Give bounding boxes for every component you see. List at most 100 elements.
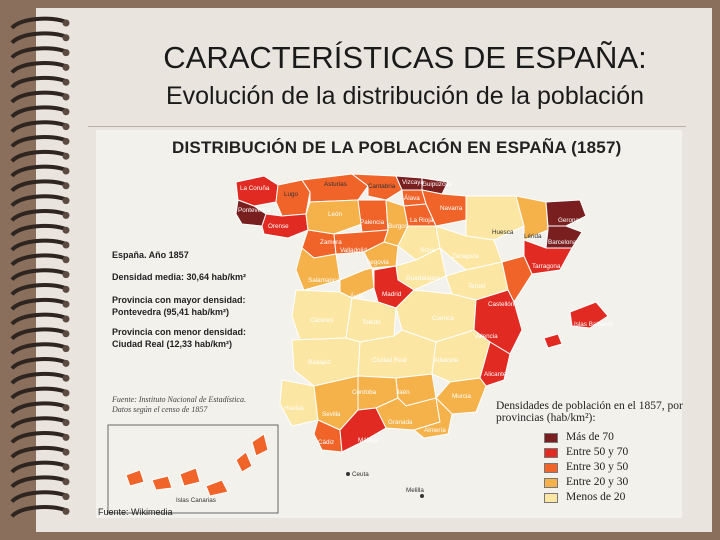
spiral-hole: [62, 359, 70, 367]
province-label-barcelona: Barcelona: [548, 239, 577, 246]
province-label-la-coruna: La Coruña: [240, 185, 270, 192]
spiral-hole: [62, 167, 70, 175]
legend-swatch: [544, 463, 558, 473]
province-huelva: [279, 379, 319, 427]
spiral-ring: [10, 268, 67, 282]
province-label-caceres: Cáceres: [310, 317, 333, 324]
province-label-canarias: Islas Canarias: [176, 497, 216, 504]
legend-label: Entre 20 y 30: [566, 476, 629, 488]
spiral-ring: [10, 445, 67, 459]
legend-swatch: [544, 433, 558, 443]
spiral-hole: [62, 63, 70, 71]
map-source-line2: Datos según el censo de 1857: [112, 405, 208, 414]
province-malaga: [339, 407, 387, 453]
spiral-ring: [10, 209, 67, 222]
province-label-vizcaya: Vizcaya: [402, 179, 424, 186]
spiral-hole: [62, 256, 70, 264]
spain-map: La Coruña Lugo Pontevedra Orense Asturias Can…: [107, 173, 614, 514]
province-label-guipuzcoa: Guipúzcoa: [422, 181, 453, 188]
info-max-value: Pontevedra (95,41 hab/km²): [112, 307, 230, 317]
spiral-ring: [10, 327, 67, 341]
province-label-lugo: Lugo: [284, 191, 299, 198]
province-orense: [261, 213, 309, 239]
legend-swatch: [544, 493, 558, 503]
province-label-burgos: Burgos: [388, 223, 408, 230]
map-source-line1: Fuente: Instituto Nacional de Estadístic…: [112, 395, 246, 404]
province-label-albacete: Albacete: [434, 357, 459, 364]
title-divider: [88, 126, 686, 127]
legend-swatch: [544, 448, 558, 458]
spiral-hole: [62, 404, 70, 412]
province-label-gerona: Gerona: [558, 217, 580, 224]
spiral-ring: [10, 135, 67, 148]
province-label-zamora: Zamora: [320, 239, 342, 246]
province-label-sevilla: Sevilla: [322, 411, 341, 418]
province-label-ciudad-real: Ciudad Real: [372, 357, 407, 364]
province-label-huelva: Huelva: [284, 405, 304, 412]
spiral-hole: [62, 345, 70, 353]
legend-title: Densidades de población en el 1857, por …: [496, 400, 683, 424]
province-palencia: [357, 199, 389, 233]
province-label-toledo: Toledo: [362, 319, 381, 326]
province-label-ceuta: Ceuta: [352, 471, 369, 478]
spiral-hole: [62, 197, 70, 205]
spiral-ring: [10, 120, 67, 134]
spiral-ring: [10, 342, 67, 356]
spiral-ring: [10, 16, 67, 30]
spiral-ring: [10, 31, 67, 45]
spiral-ring: [10, 490, 67, 504]
province-lugo: [275, 179, 311, 217]
province-label-alava: Álava: [404, 193, 420, 202]
province-label-cordoba: Córdoba: [352, 389, 377, 396]
legend-label: Entre 50 y 70: [566, 446, 629, 458]
province-label-castellon: Castellón: [488, 301, 515, 308]
province-label-alicante: Alicante: [484, 371, 507, 378]
spiral-hole: [62, 19, 70, 27]
spiral-ring: [10, 431, 67, 444]
spiral-hole: [62, 226, 70, 234]
legend-label: Entre 30 y 50: [566, 461, 629, 473]
province-canarias: [125, 469, 145, 487]
province-label-navarra: Navarra: [440, 205, 463, 212]
spiral-ring: [10, 179, 67, 193]
province-label-orense: Orense: [268, 223, 289, 230]
spiral-ring: [10, 149, 67, 163]
legend-label: Más de 70: [566, 431, 614, 443]
spiral-ring: [10, 238, 67, 252]
map-title: DISTRIBUCIÓN DE LA POBLACIÓN EN ESPAÑA (…: [172, 138, 622, 157]
spiral-ring: [10, 253, 67, 267]
spiral-hole: [62, 389, 70, 397]
spiral-ring: [10, 460, 67, 474]
spiral-hole: [62, 108, 70, 116]
melilla-marker: [420, 494, 424, 498]
spiral-ring: [10, 90, 67, 104]
spiral-hole: [62, 93, 70, 101]
province-label-salamanca: Salamanca: [308, 277, 340, 284]
spiral-hole: [62, 507, 70, 515]
info-density: Densidad media: 30,64 hab/km²: [112, 272, 247, 282]
spiral-hole: [62, 463, 70, 471]
spiral-ring: [10, 164, 67, 178]
spiral-hole: [62, 271, 70, 279]
info-max-label: Provincia con mayor densidad:: [112, 295, 246, 305]
spiral-hole: [62, 241, 70, 249]
population-map-image: La Coruña Lugo Pontevedra Orense Asturias Can…: [96, 130, 682, 518]
province-alicante: [479, 341, 511, 387]
spiral-ring: [10, 223, 67, 237]
province-label-murcia: Murcia: [452, 393, 471, 400]
province-label-madrid: Madrid: [382, 291, 402, 298]
info-year: España. Año 1857: [112, 250, 189, 260]
spiral-ring: [10, 312, 67, 326]
province-label-melilla: Melilla: [406, 487, 424, 494]
province-lerida: [515, 195, 549, 241]
province-label-cantabria: Cantabria: [368, 183, 396, 190]
province-label-leon: León: [328, 211, 343, 218]
spiral-hole: [62, 330, 70, 338]
spiral-hole: [62, 493, 70, 501]
spiral-hole: [62, 374, 70, 382]
spiral-ring: [10, 297, 67, 311]
province-label-la-rioja: La Rioja: [410, 217, 434, 224]
province-label-almeria: Almería: [424, 427, 446, 434]
spiral-hole: [62, 137, 70, 145]
